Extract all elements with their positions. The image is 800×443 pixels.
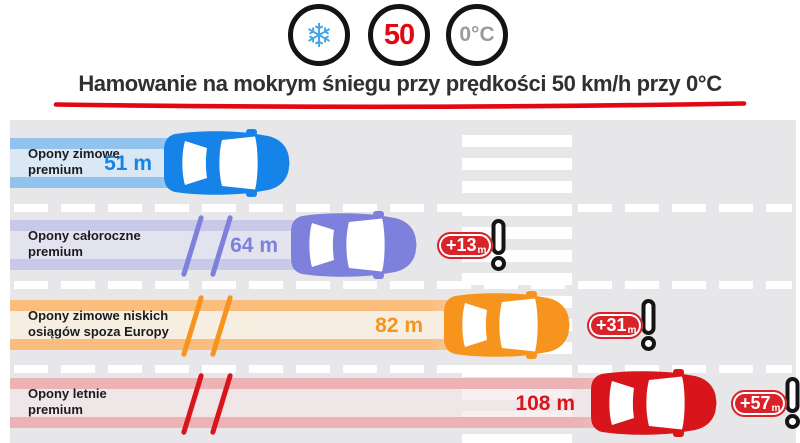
distance-bar-summer-premium [10, 378, 660, 428]
tire-label-summer-premium: Opony letnie premium [28, 386, 107, 417]
lane-divider [14, 365, 792, 373]
extra-distance-pill: +31 m [587, 311, 644, 339]
bar-edge [10, 138, 240, 149]
tire-label-allseason-premium: Opony całoroczne premium [28, 228, 141, 259]
title-underline [53, 101, 747, 110]
extra-distance-pill: +13 m [437, 231, 494, 259]
extra-distance-badge: +13 m [437, 218, 510, 272]
temperature-condition-badge: 0°C [446, 4, 508, 66]
snow-condition-badge: ❄ [288, 4, 350, 66]
car-icon-orange [444, 291, 570, 359]
page-title: Hamowanie na mokrym śniegu przy prędkośc… [78, 71, 722, 96]
snowflake-icon: ❄ [305, 16, 333, 54]
distance-bar-budget-winter [10, 300, 510, 350]
distance-value: 108 m [515, 392, 575, 415]
warning-exclamation-icon [641, 299, 657, 351]
speed-condition-badge: 50 [368, 4, 430, 66]
tire-label-budget-winter: Opony zimowe niskich osiągów spoza Europ… [28, 308, 169, 339]
bar-edge [10, 177, 240, 188]
warning-exclamation-icon [491, 219, 507, 271]
tire-label-winter-premium: Opony zimowe premium [28, 146, 120, 177]
extra-distance-badge: +57 m [731, 376, 800, 430]
distance-value: 64 m [230, 234, 278, 257]
extra-distance-badge: +31 m [587, 298, 660, 352]
lane-divider [14, 281, 792, 289]
warning-exclamation-icon [785, 377, 800, 429]
car-icon-blue [164, 129, 290, 197]
distance-value: 51 m [104, 152, 152, 175]
bar-fill [10, 389, 660, 417]
distance-value: 82 m [375, 314, 423, 337]
bar-edge [10, 339, 510, 350]
bar-edge [10, 417, 660, 428]
bar-edge [10, 300, 510, 311]
car-icon-purple [291, 211, 417, 279]
bar-fill [10, 311, 510, 339]
lane-divider [14, 204, 792, 212]
extra-distance-pill: +57 m [731, 389, 788, 417]
bar-edge [10, 378, 660, 389]
speed-value: 50 [383, 18, 415, 51]
car-icon-red [591, 369, 717, 437]
bar-edge [10, 220, 365, 231]
temperature-value: 0°C [459, 23, 495, 46]
